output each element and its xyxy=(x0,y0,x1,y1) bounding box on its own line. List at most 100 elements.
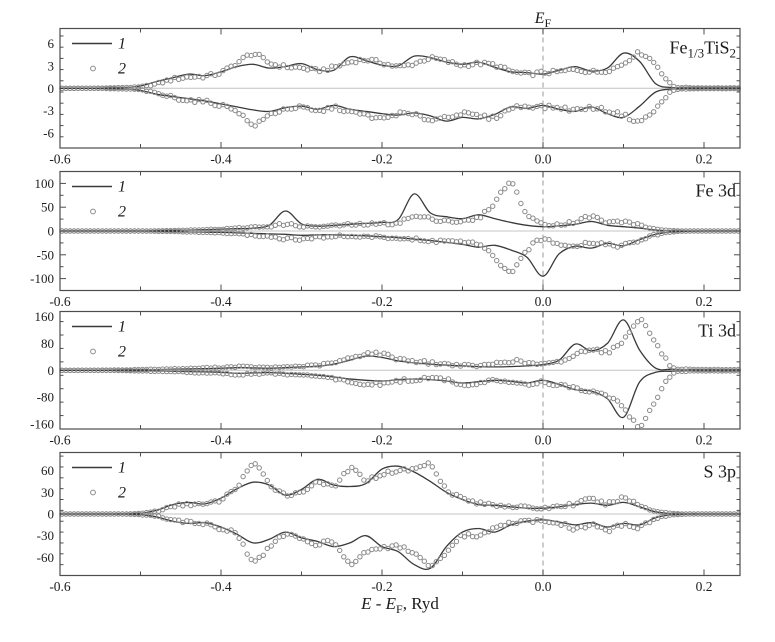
data-point-circle xyxy=(373,475,379,481)
data-point-circle xyxy=(256,51,262,58)
data-point-circle xyxy=(530,215,536,221)
data-point-circle xyxy=(570,527,576,533)
data-point-circle xyxy=(369,351,375,357)
data-point-circle xyxy=(498,113,504,119)
data-point-circle xyxy=(308,483,315,489)
y-tick-label: -50 xyxy=(37,247,54,262)
data-point-circle xyxy=(638,422,645,429)
legend-circle-label: 2 xyxy=(118,344,126,361)
data-point-circle xyxy=(582,525,588,531)
data-point-circle xyxy=(228,527,234,533)
data-point-circle xyxy=(518,200,524,207)
data-point-circle xyxy=(316,479,323,486)
data-point-circle xyxy=(373,57,379,63)
data-point-circle xyxy=(659,351,665,357)
data-point-circle xyxy=(385,545,391,552)
data-point-circle xyxy=(385,351,391,357)
data-point-circle xyxy=(445,376,452,382)
data-point-circle xyxy=(642,236,649,242)
data-point-circle xyxy=(534,381,540,387)
data-point-circle xyxy=(288,234,295,241)
series-line-down xyxy=(60,230,741,277)
data-point-circle xyxy=(514,520,520,526)
data-point-circle xyxy=(502,265,508,272)
data-point-circle xyxy=(357,471,363,477)
data-point-circle xyxy=(437,375,444,381)
data-point-circle xyxy=(562,222,568,228)
data-point-circle xyxy=(655,394,661,400)
data-point-circle xyxy=(574,500,580,506)
data-point-circle xyxy=(401,376,407,382)
data-point-circle xyxy=(606,350,613,356)
data-point-circle xyxy=(353,59,359,66)
data-point-circle xyxy=(638,117,645,124)
data-point-circle xyxy=(647,407,653,414)
data-point-circle xyxy=(280,490,287,496)
data-point-circle xyxy=(329,106,335,112)
y-tick-label: -60 xyxy=(37,550,54,565)
data-point-circle xyxy=(300,489,307,495)
x-tick-label: -0.2 xyxy=(371,152,392,167)
series-circles-down xyxy=(59,85,741,129)
data-point-circle xyxy=(630,323,637,329)
legend-circle-sample xyxy=(90,208,96,215)
data-point-circle xyxy=(385,468,391,474)
legend-circle-label: 2 xyxy=(118,61,126,78)
x-tick-label: -0.2 xyxy=(371,579,392,594)
data-point-circle xyxy=(562,104,568,110)
data-point-circle xyxy=(606,68,613,75)
data-point-circle xyxy=(634,49,641,55)
data-point-circle xyxy=(264,477,270,484)
data-point-circle xyxy=(622,60,629,66)
y-tick-label: -6 xyxy=(43,126,54,141)
y-tick-label: 0 xyxy=(48,81,55,96)
y-tick-label: -80 xyxy=(37,390,54,405)
data-point-circle xyxy=(663,95,669,101)
x-tick-label: 0.2 xyxy=(696,152,713,167)
data-point-circle xyxy=(393,113,399,119)
data-point-circle xyxy=(276,64,283,70)
data-point-circle xyxy=(477,242,484,248)
data-point-circle xyxy=(417,377,423,383)
data-point-circle xyxy=(308,236,315,242)
data-point-circle xyxy=(598,498,605,504)
data-point-circle xyxy=(441,552,448,559)
data-point-circle xyxy=(457,112,464,118)
data-point-circle xyxy=(618,62,625,68)
data-point-circle xyxy=(518,358,524,364)
data-point-circle xyxy=(159,80,166,86)
data-point-circle xyxy=(357,554,363,560)
data-point-circle xyxy=(618,340,625,346)
data-point-circle xyxy=(401,466,407,472)
data-point-circle xyxy=(401,356,407,362)
data-point-circle xyxy=(288,221,295,227)
y-tick-label: -3 xyxy=(43,103,54,118)
series-line-up xyxy=(60,319,741,371)
data-point-circle xyxy=(433,471,439,477)
data-point-circle xyxy=(252,558,258,564)
data-point-circle xyxy=(481,245,488,251)
data-point-circle xyxy=(634,319,641,325)
data-point-circle xyxy=(622,407,629,413)
data-point-circle xyxy=(449,379,456,385)
data-point-circle xyxy=(570,503,576,509)
data-point-circle xyxy=(663,378,669,384)
data-point-circle xyxy=(594,346,600,352)
data-point-circle xyxy=(280,533,287,540)
data-point-circle xyxy=(421,462,427,469)
data-point-circle xyxy=(373,349,379,355)
data-point-circle xyxy=(630,417,637,423)
data-point-circle xyxy=(264,59,270,65)
series-circles-up xyxy=(59,460,741,517)
data-point-circle xyxy=(546,102,552,109)
data-point-circle xyxy=(618,403,625,409)
data-point-circle xyxy=(240,54,246,61)
y-tick-label: 3 xyxy=(48,58,55,73)
data-point-circle xyxy=(232,107,238,114)
data-point-circle xyxy=(268,484,274,490)
data-point-circle xyxy=(397,220,403,226)
data-point-circle xyxy=(437,478,444,484)
data-point-circle xyxy=(526,69,532,76)
data-point-circle xyxy=(365,549,371,555)
data-point-circle xyxy=(272,62,278,68)
